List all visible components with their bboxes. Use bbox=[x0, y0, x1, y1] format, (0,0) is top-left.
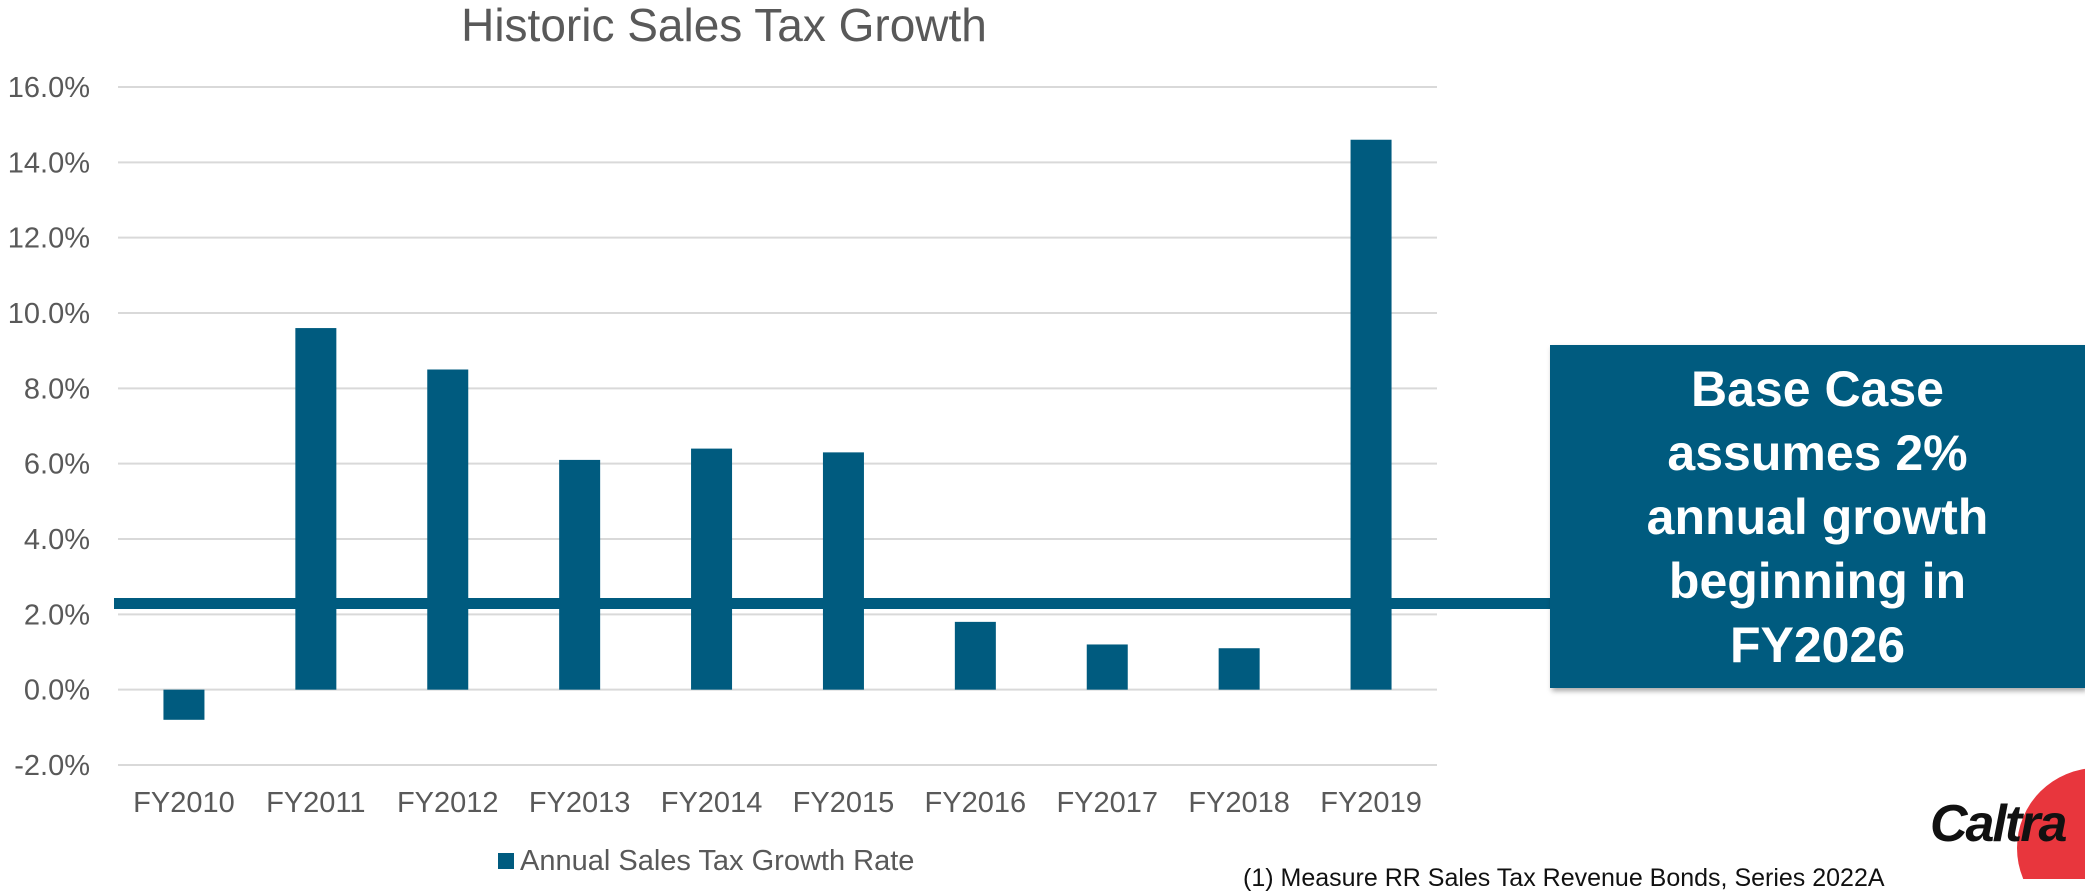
y-tick-label: 12.0% bbox=[8, 223, 90, 255]
x-tick-label: FY2012 bbox=[397, 787, 499, 819]
y-tick-label: 14.0% bbox=[8, 147, 90, 179]
x-tick-label: FY2011 bbox=[266, 787, 365, 819]
caltrain-logo: Caltra bbox=[1925, 768, 2085, 879]
x-axis-tick-labels: FY2010 FY2011 FY2012 FY2013 FY2014 FY2015 FY20… bbox=[133, 787, 1422, 819]
bar bbox=[427, 369, 469, 690]
x-tick-label: FY2010 bbox=[133, 787, 235, 819]
bar bbox=[822, 452, 864, 690]
bar bbox=[559, 459, 601, 690]
chart-title: Historic Sales Tax Growth bbox=[461, 0, 987, 51]
bar bbox=[1218, 648, 1260, 690]
bar bbox=[1350, 139, 1392, 690]
y-tick-label: -2.0% bbox=[14, 750, 90, 782]
bar bbox=[954, 621, 996, 690]
callout-text: Base Case assumes 2% annual growth begin… bbox=[1646, 360, 1989, 673]
x-tick-label: FY2019 bbox=[1320, 787, 1422, 819]
y-tick-label: 10.0% bbox=[8, 298, 90, 330]
legend-label: Annual Sales Tax Growth Rate bbox=[520, 844, 915, 877]
gridlines bbox=[118, 86, 1437, 766]
bar bbox=[163, 689, 205, 720]
y-tick-label: 4.0% bbox=[24, 524, 90, 556]
logo-text: Caltra bbox=[1930, 795, 2067, 853]
y-axis-tick-labels: -2.0% 0.0% 2.0% 4.0% 6.0% 8.0% 10.0% 12.0% 14.0%… bbox=[8, 72, 90, 782]
y-tick-label: 8.0% bbox=[24, 373, 90, 405]
x-tick-label: FY2015 bbox=[793, 787, 895, 819]
reference-line bbox=[114, 598, 1554, 610]
y-tick-label: 2.0% bbox=[24, 599, 90, 631]
legend-swatch bbox=[498, 853, 514, 869]
x-tick-label: FY2016 bbox=[925, 787, 1027, 819]
y-tick-label: 0.0% bbox=[24, 675, 90, 707]
x-tick-label: FY2013 bbox=[529, 787, 631, 819]
legend: Annual Sales Tax Growth Rate bbox=[498, 843, 914, 879]
bar bbox=[1086, 644, 1128, 690]
bar-series bbox=[163, 139, 1392, 720]
bar bbox=[691, 448, 733, 690]
y-tick-label: 16.0% bbox=[8, 72, 90, 104]
callout-box: Base Case assumes 2% annual growth begin… bbox=[1550, 345, 2085, 688]
x-tick-label: FY2017 bbox=[1056, 787, 1158, 819]
x-tick-label: FY2018 bbox=[1188, 787, 1290, 819]
y-tick-label: 6.0% bbox=[24, 449, 90, 481]
x-tick-label: FY2014 bbox=[661, 787, 763, 819]
bar bbox=[295, 328, 337, 690]
